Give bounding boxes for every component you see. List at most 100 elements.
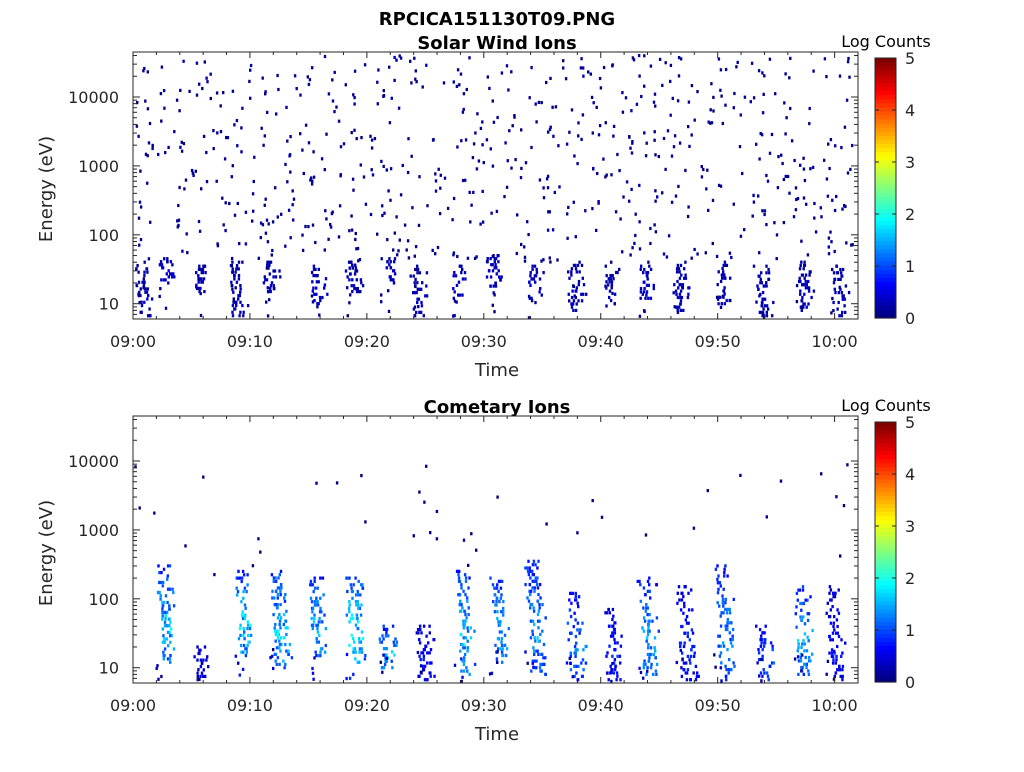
data-cell <box>534 301 537 305</box>
data-cell <box>390 659 393 663</box>
data-cell <box>724 67 728 72</box>
data-cell <box>573 644 577 649</box>
colorbar-swatch <box>875 645 896 651</box>
data-cell <box>677 286 680 290</box>
data-cell <box>682 611 685 615</box>
data-cell <box>547 210 550 214</box>
data-cell <box>726 607 729 611</box>
data-cell <box>188 89 191 93</box>
data-cell <box>528 96 531 100</box>
data-cell <box>643 54 646 58</box>
data-cell <box>829 608 832 612</box>
data-cell <box>847 56 850 61</box>
data-cell <box>282 659 285 663</box>
data-cell <box>577 605 580 609</box>
data-cell <box>434 172 437 176</box>
data-cell <box>620 634 623 638</box>
data-cell <box>466 256 470 260</box>
data-cell <box>530 66 533 70</box>
data-cell <box>316 630 319 634</box>
colorbar-swatch <box>875 568 896 573</box>
data-cell <box>285 105 288 109</box>
data-cell <box>527 316 531 320</box>
data-cell <box>318 610 322 614</box>
data-cell <box>573 664 576 668</box>
data-cell <box>416 267 420 272</box>
data-cell <box>714 567 718 571</box>
data-cell <box>803 292 806 296</box>
data-cell <box>156 590 160 595</box>
data-cell <box>496 637 500 641</box>
data-cell <box>833 249 836 254</box>
data-cell <box>609 664 612 668</box>
data-cell <box>585 292 588 296</box>
data-cell <box>490 263 493 267</box>
data-cell <box>793 158 796 163</box>
data-cell <box>828 651 831 655</box>
data-cell <box>498 275 501 279</box>
data-cell <box>456 254 459 259</box>
data-cell <box>727 671 730 675</box>
data-cell <box>418 175 421 179</box>
data-cell <box>771 648 774 652</box>
data-cell <box>669 113 672 117</box>
data-cell <box>201 86 204 91</box>
data-cell <box>317 620 320 624</box>
data-cell <box>802 601 806 606</box>
data-cell <box>348 600 351 604</box>
data-cell <box>465 616 468 620</box>
data-cell <box>159 597 162 601</box>
data-cell <box>236 201 239 206</box>
data-cell <box>397 106 401 110</box>
data-cell <box>295 87 298 91</box>
data-cell <box>470 532 473 536</box>
data-cell <box>823 158 826 162</box>
data-cell <box>552 134 555 138</box>
data-cell <box>423 664 427 668</box>
data-cell <box>532 665 535 669</box>
data-cell <box>724 607 727 611</box>
figure-title: RPCICA151130T09.PNG <box>379 9 615 30</box>
data-cell <box>462 626 465 630</box>
data-cell <box>800 618 803 622</box>
data-cell <box>802 167 806 171</box>
data-cell <box>161 607 164 611</box>
colorbar-swatch <box>875 422 896 427</box>
colorbar-swatch <box>875 265 896 270</box>
data-cell <box>643 619 647 623</box>
data-cell <box>200 277 203 281</box>
data-cell <box>575 289 578 293</box>
data-cell <box>452 251 456 255</box>
data-cell <box>349 583 353 587</box>
data-cell <box>833 649 836 653</box>
data-cell <box>797 645 800 649</box>
data-cell <box>763 209 767 213</box>
colorbar-swatch <box>875 94 896 100</box>
data-cell <box>166 657 170 661</box>
data-cell <box>251 219 254 223</box>
colorbar-swatch <box>875 212 896 218</box>
data-cell <box>347 606 351 610</box>
data-cell <box>679 308 682 312</box>
data-cell <box>381 670 384 674</box>
colorbar-swatch <box>875 313 896 319</box>
data-cell <box>279 275 282 279</box>
data-cell <box>683 267 686 271</box>
data-cell <box>639 267 642 271</box>
data-cell <box>582 74 585 78</box>
data-cell <box>385 656 388 660</box>
data-cell <box>795 591 799 595</box>
data-cell <box>439 173 442 177</box>
data-cell <box>289 135 292 139</box>
data-cell <box>299 132 302 136</box>
y-tick-label: 10 <box>99 295 119 314</box>
data-cell <box>310 294 314 298</box>
data-cell <box>370 168 373 172</box>
data-cell <box>272 579 275 583</box>
data-cell <box>802 639 805 643</box>
data-cell <box>500 643 504 647</box>
data-cell <box>272 284 275 288</box>
data-cell <box>460 271 463 275</box>
data-cell <box>538 603 541 607</box>
data-cell <box>611 654 614 658</box>
